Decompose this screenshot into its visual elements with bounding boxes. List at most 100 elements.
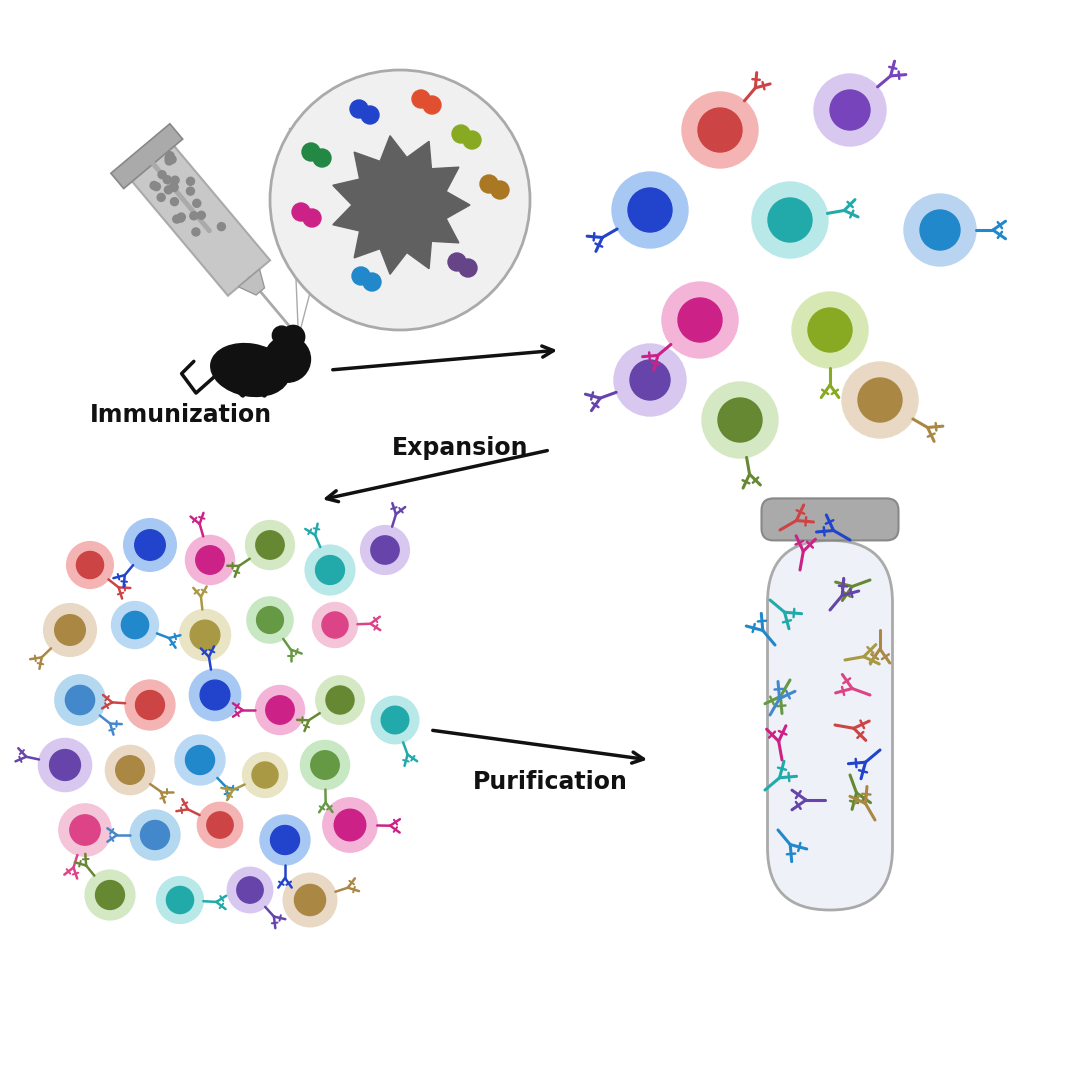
Circle shape	[270, 825, 299, 854]
Circle shape	[808, 308, 852, 352]
Circle shape	[165, 157, 173, 165]
Circle shape	[164, 186, 173, 194]
Circle shape	[70, 814, 100, 846]
Circle shape	[678, 298, 723, 342]
Circle shape	[135, 690, 164, 719]
Circle shape	[260, 815, 310, 865]
Circle shape	[615, 345, 686, 416]
Circle shape	[157, 877, 203, 923]
Circle shape	[752, 183, 828, 258]
Circle shape	[186, 536, 234, 584]
Circle shape	[306, 545, 355, 595]
Circle shape	[66, 686, 95, 715]
Circle shape	[237, 877, 264, 903]
Circle shape	[171, 198, 178, 205]
Circle shape	[170, 183, 178, 191]
Circle shape	[453, 125, 470, 143]
Circle shape	[315, 555, 345, 584]
Circle shape	[165, 154, 173, 162]
Circle shape	[681, 92, 758, 168]
Circle shape	[166, 887, 193, 914]
Polygon shape	[239, 269, 265, 295]
Circle shape	[190, 620, 220, 650]
Ellipse shape	[211, 343, 289, 396]
Circle shape	[300, 741, 350, 789]
Circle shape	[627, 188, 672, 232]
Circle shape	[43, 604, 96, 657]
Circle shape	[200, 680, 230, 710]
Circle shape	[257, 607, 283, 633]
Circle shape	[266, 696, 294, 725]
Circle shape	[190, 212, 198, 220]
Circle shape	[111, 602, 159, 648]
Circle shape	[186, 745, 215, 774]
Circle shape	[135, 529, 165, 561]
Circle shape	[195, 545, 225, 575]
Circle shape	[698, 108, 742, 152]
Circle shape	[124, 518, 176, 571]
Circle shape	[77, 552, 104, 579]
Circle shape	[904, 194, 976, 266]
Circle shape	[448, 253, 465, 271]
Circle shape	[702, 382, 778, 458]
Circle shape	[315, 676, 364, 725]
Circle shape	[302, 143, 320, 161]
Circle shape	[361, 106, 379, 124]
Circle shape	[491, 181, 509, 199]
Text: Purification: Purification	[473, 770, 627, 794]
Circle shape	[163, 176, 172, 184]
Circle shape	[718, 399, 762, 442]
Circle shape	[168, 156, 176, 163]
Circle shape	[311, 751, 339, 780]
Circle shape	[630, 360, 670, 400]
Circle shape	[198, 212, 205, 219]
Circle shape	[207, 812, 233, 838]
Circle shape	[292, 203, 310, 221]
Circle shape	[177, 213, 186, 221]
Circle shape	[187, 177, 194, 186]
Circle shape	[283, 874, 337, 927]
Circle shape	[361, 526, 409, 575]
Circle shape	[192, 228, 200, 235]
Circle shape	[256, 530, 284, 559]
Circle shape	[423, 96, 441, 114]
Circle shape	[350, 100, 368, 118]
Circle shape	[173, 215, 180, 224]
Circle shape	[858, 378, 902, 422]
Circle shape	[480, 175, 498, 193]
Circle shape	[768, 198, 812, 242]
Circle shape	[140, 821, 170, 850]
Circle shape	[303, 210, 321, 227]
Circle shape	[352, 267, 370, 285]
Circle shape	[245, 521, 295, 569]
Circle shape	[152, 183, 161, 190]
Circle shape	[326, 686, 354, 714]
Circle shape	[67, 542, 113, 589]
Circle shape	[247, 597, 293, 643]
Circle shape	[463, 131, 481, 149]
Circle shape	[50, 750, 80, 781]
Circle shape	[125, 680, 175, 730]
Circle shape	[814, 75, 886, 146]
Circle shape	[459, 259, 477, 276]
Circle shape	[39, 739, 92, 792]
Circle shape	[282, 325, 305, 349]
Circle shape	[175, 735, 225, 785]
Circle shape	[189, 670, 241, 720]
Circle shape	[295, 885, 325, 916]
Circle shape	[272, 326, 291, 345]
Circle shape	[193, 200, 201, 207]
Circle shape	[170, 184, 178, 191]
Circle shape	[831, 90, 870, 130]
Circle shape	[252, 762, 278, 788]
Circle shape	[179, 609, 230, 661]
Text: Expansion: Expansion	[392, 436, 528, 460]
Circle shape	[842, 362, 918, 438]
Circle shape	[243, 753, 287, 797]
Circle shape	[55, 615, 85, 645]
Circle shape	[322, 612, 348, 638]
Circle shape	[130, 810, 180, 860]
Polygon shape	[111, 124, 183, 189]
Circle shape	[612, 172, 688, 248]
Circle shape	[662, 282, 738, 357]
